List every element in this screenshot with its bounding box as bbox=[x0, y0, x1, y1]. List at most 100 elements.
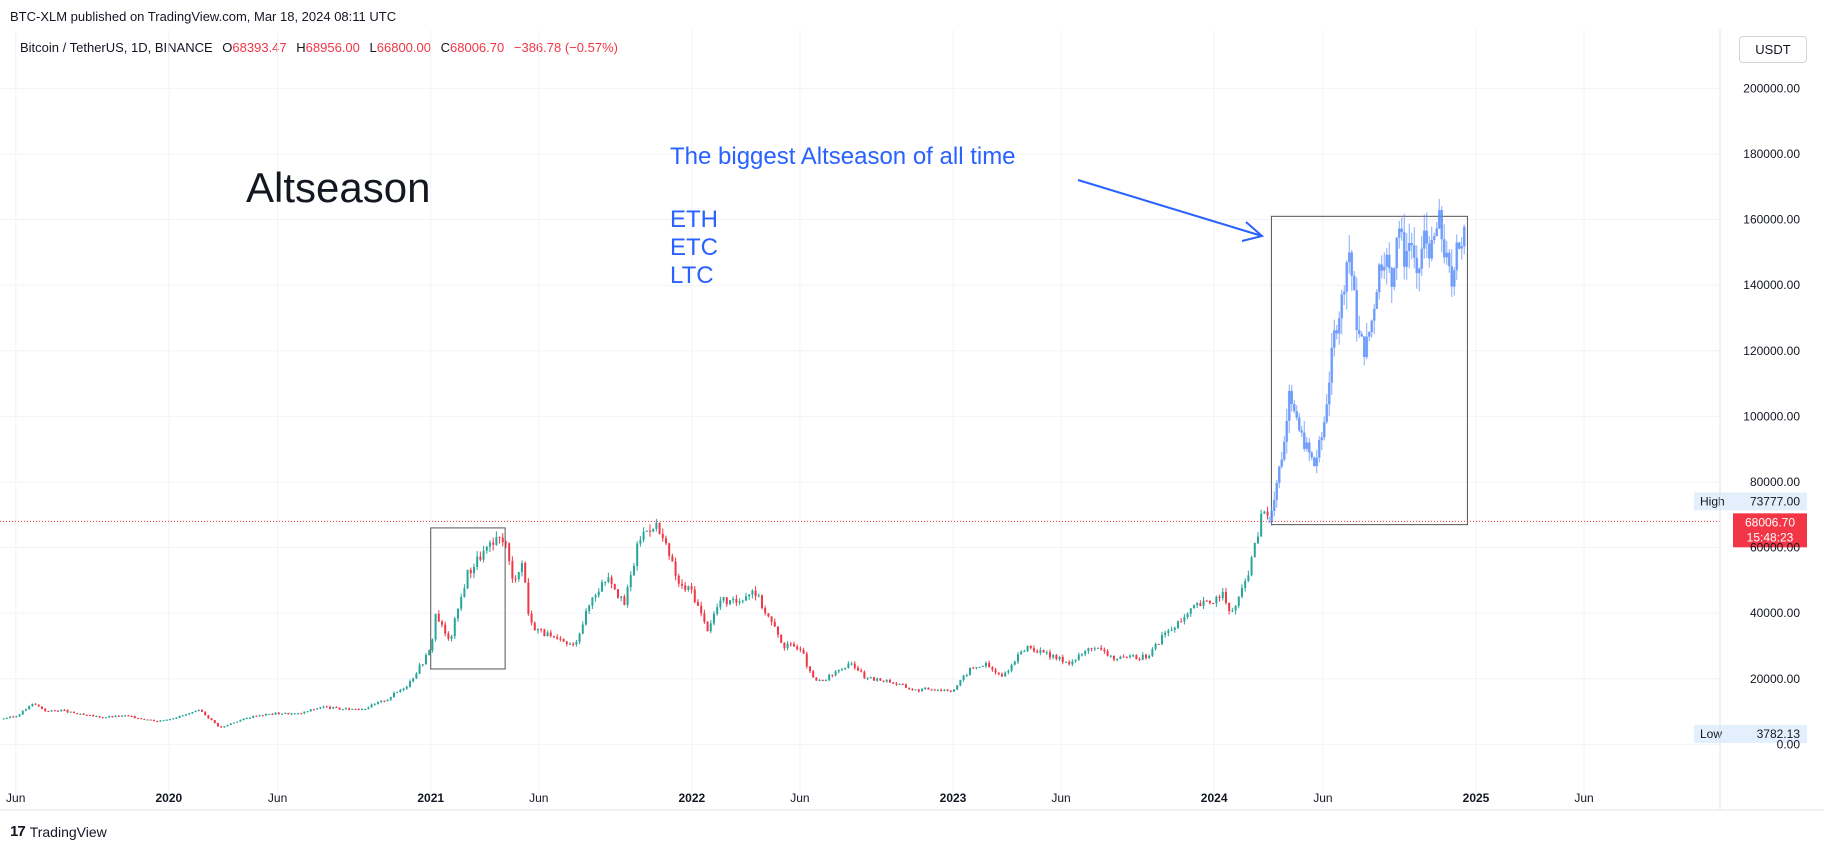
candle-body bbox=[892, 682, 895, 684]
open-label: O bbox=[222, 40, 233, 55]
candle-body bbox=[460, 596, 463, 609]
low-marker-bg bbox=[1694, 724, 1807, 743]
candle-body bbox=[437, 613, 440, 622]
candle-body bbox=[114, 715, 117, 718]
projection-candle bbox=[1307, 442, 1311, 453]
candle-body bbox=[1106, 651, 1109, 656]
candle-body bbox=[66, 710, 69, 713]
candle-body bbox=[1064, 661, 1067, 663]
projection-candle bbox=[1402, 232, 1406, 267]
candle-body bbox=[1189, 608, 1192, 614]
candle-body bbox=[834, 671, 837, 676]
candle-body bbox=[898, 683, 901, 685]
published-line: BTC-XLM published on TradingView.com, Ma… bbox=[10, 9, 397, 24]
candle-body bbox=[127, 715, 130, 717]
candle-body bbox=[575, 642, 578, 645]
candle-body bbox=[1026, 645, 1029, 651]
candle-body bbox=[287, 712, 290, 715]
candle-body bbox=[610, 577, 613, 584]
candle-body bbox=[95, 716, 98, 718]
candle-body bbox=[53, 710, 56, 712]
candle-body bbox=[335, 707, 338, 709]
candle-body bbox=[1253, 543, 1256, 558]
candle-body bbox=[1071, 661, 1074, 665]
candle-body bbox=[360, 709, 363, 711]
candle-body bbox=[479, 556, 482, 560]
candle-body bbox=[812, 671, 815, 678]
candle-body bbox=[466, 569, 469, 589]
candle-body bbox=[194, 711, 197, 713]
candle-body bbox=[1122, 656, 1125, 658]
candle-body bbox=[642, 531, 645, 540]
projection-candle bbox=[1360, 334, 1364, 337]
candle-body bbox=[72, 711, 75, 714]
candle-body bbox=[239, 720, 242, 722]
candle-body bbox=[789, 643, 792, 645]
candle-body bbox=[28, 705, 31, 710]
footer-brand[interactable]: 17 TradingView bbox=[10, 823, 107, 840]
candle-body bbox=[693, 589, 696, 603]
candle-body bbox=[220, 726, 223, 728]
candle-body bbox=[1247, 575, 1250, 581]
candle-body bbox=[1205, 600, 1208, 602]
open-value: 68393.47 bbox=[232, 40, 287, 55]
candle-body bbox=[34, 703, 37, 705]
candle-body bbox=[597, 591, 600, 596]
candle-body bbox=[255, 715, 258, 717]
candle-body bbox=[1016, 654, 1019, 662]
candle-body bbox=[1154, 643, 1157, 650]
projection-candle bbox=[1340, 294, 1344, 319]
candle-body bbox=[1173, 627, 1176, 630]
projection-candle bbox=[1400, 228, 1404, 233]
candle-body bbox=[636, 543, 639, 566]
candle-body bbox=[687, 586, 690, 590]
candle-body bbox=[24, 709, 27, 711]
candle-body bbox=[556, 637, 559, 639]
candle-body bbox=[50, 710, 53, 712]
projection-candle bbox=[1385, 254, 1389, 267]
candle-body bbox=[1231, 610, 1234, 612]
candle-body bbox=[616, 589, 619, 598]
candle-body bbox=[469, 569, 472, 574]
projection-candle bbox=[1292, 404, 1296, 412]
low-marker-value: 3782.13 bbox=[1757, 727, 1801, 741]
projection-candle bbox=[1365, 336, 1369, 358]
projection-candle bbox=[1272, 499, 1276, 512]
candle-body bbox=[607, 577, 610, 582]
y-tick-label: 100000.00 bbox=[1743, 409, 1800, 423]
candle-body bbox=[696, 602, 699, 606]
candle-body bbox=[658, 522, 661, 534]
candle-body bbox=[1077, 654, 1080, 660]
candle-body bbox=[85, 714, 88, 716]
candle-body bbox=[280, 713, 283, 715]
candle-body bbox=[408, 681, 411, 687]
candle-body bbox=[197, 710, 200, 712]
candle-body bbox=[357, 709, 360, 711]
candle-body bbox=[783, 642, 786, 649]
candle-body bbox=[1004, 672, 1007, 677]
candle-body bbox=[578, 633, 581, 643]
candle-body bbox=[728, 600, 731, 605]
candle-body bbox=[844, 667, 847, 670]
candle-body bbox=[709, 623, 712, 632]
candle-body bbox=[972, 667, 975, 669]
candle-body bbox=[962, 675, 965, 680]
x-tick-label: 2024 bbox=[1201, 791, 1228, 805]
candle-body bbox=[1100, 647, 1103, 650]
candle-body bbox=[351, 708, 354, 710]
candle-body bbox=[242, 718, 245, 721]
coin-label: ETC bbox=[670, 234, 718, 261]
candle-body bbox=[530, 613, 533, 623]
candle-body bbox=[296, 713, 299, 715]
candle-body bbox=[415, 673, 418, 679]
candle-body bbox=[1221, 591, 1224, 599]
x-tick-label: 2020 bbox=[156, 791, 183, 805]
currency-button[interactable]: USDT bbox=[1739, 36, 1807, 63]
candle-body bbox=[799, 648, 802, 650]
candle-body bbox=[1170, 629, 1173, 631]
projection-candle bbox=[1435, 228, 1439, 237]
high-value: 68956.00 bbox=[305, 40, 360, 55]
candle-body bbox=[63, 709, 66, 711]
candle-body bbox=[1128, 655, 1131, 658]
